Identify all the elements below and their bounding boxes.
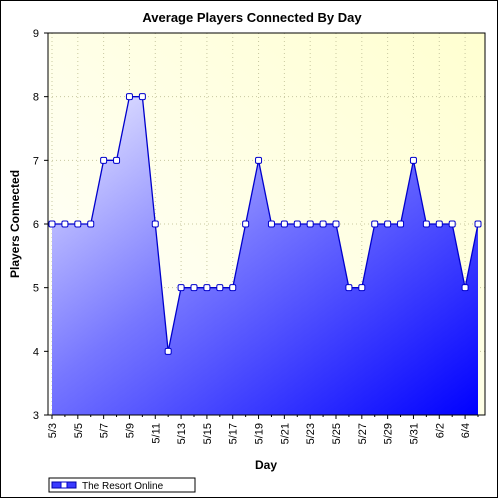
y-tick-label: 4	[33, 346, 39, 358]
data-point	[216, 284, 224, 292]
y-tick-label: 9	[33, 28, 39, 40]
x-tick-label: 5/5	[73, 423, 85, 438]
data-point	[229, 284, 237, 292]
data-point	[371, 220, 379, 228]
data-point	[177, 284, 185, 292]
x-tick-label: 5/7	[99, 423, 111, 438]
x-tick-label: 5/25	[331, 423, 343, 444]
data-point	[422, 220, 430, 228]
x-tick-label: 5/29	[383, 423, 395, 444]
x-tick-label: 5/17	[228, 423, 240, 444]
data-point	[461, 284, 469, 292]
x-tick-label: 5/27	[357, 423, 369, 444]
y-tick-label: 5	[33, 283, 39, 295]
y-axis-label: Players Connected	[8, 170, 22, 278]
x-axis: 5/3 5/5 5/7 5/9 5/11 5/13 5/15 5/17 5/19 5/21 5/23…	[47, 415, 479, 444]
y-tick-label: 8	[33, 92, 39, 104]
data-point	[384, 220, 392, 228]
data-point	[164, 347, 172, 355]
x-tick-label: 6/4	[460, 423, 472, 438]
x-tick-label: 5/9	[124, 423, 136, 438]
data-point	[448, 220, 456, 228]
data-point	[280, 220, 288, 228]
data-point	[293, 220, 301, 228]
data-point	[409, 156, 417, 164]
data-point	[113, 156, 121, 164]
data-point	[474, 220, 482, 228]
x-tick-label: 5/19	[254, 423, 266, 444]
x-tick-label: 5/13	[176, 423, 188, 444]
data-point	[306, 220, 314, 228]
data-point	[435, 220, 443, 228]
data-point	[267, 220, 275, 228]
series-line	[52, 96, 479, 352]
data-point	[203, 284, 211, 292]
legend-box	[48, 477, 196, 493]
data-point	[332, 220, 340, 228]
series-markers	[48, 93, 482, 355]
data-point	[100, 156, 108, 164]
series-area	[52, 96, 478, 416]
data-point	[151, 220, 159, 228]
data-point	[48, 220, 56, 228]
y-tick-label: 6	[33, 219, 39, 231]
x-tick-label: 5/15	[202, 423, 214, 444]
x-tick-label: 5/31	[408, 423, 420, 444]
data-point	[345, 284, 353, 292]
data-point	[138, 93, 146, 101]
data-point	[358, 284, 366, 292]
chart-title: Average Players Connected By Day	[142, 10, 362, 25]
data-point	[61, 220, 69, 228]
y-tick-label: 3	[33, 410, 39, 422]
data-point	[319, 220, 327, 228]
legend-label: The Resort Online	[82, 481, 164, 492]
data-point	[397, 220, 405, 228]
x-tick-label: 5/3	[47, 423, 59, 438]
legend: The Resort Online	[48, 477, 196, 493]
data-point	[87, 220, 95, 228]
y-tick-label: 7	[33, 155, 39, 167]
data-point	[74, 220, 82, 228]
data-point	[255, 156, 263, 164]
x-tick-label: 5/11	[150, 423, 162, 444]
x-tick-label: 6/2	[434, 423, 446, 438]
data-point	[190, 284, 198, 292]
x-tick-label: 5/21	[279, 423, 291, 444]
legend-marker-icon	[60, 481, 68, 489]
y-axis: 3 4 5 6 7 8 9	[33, 28, 48, 422]
data-point	[242, 220, 250, 228]
x-tick-label: 5/23	[305, 423, 317, 444]
x-axis-label: Day	[255, 458, 277, 472]
data-point	[125, 93, 133, 101]
